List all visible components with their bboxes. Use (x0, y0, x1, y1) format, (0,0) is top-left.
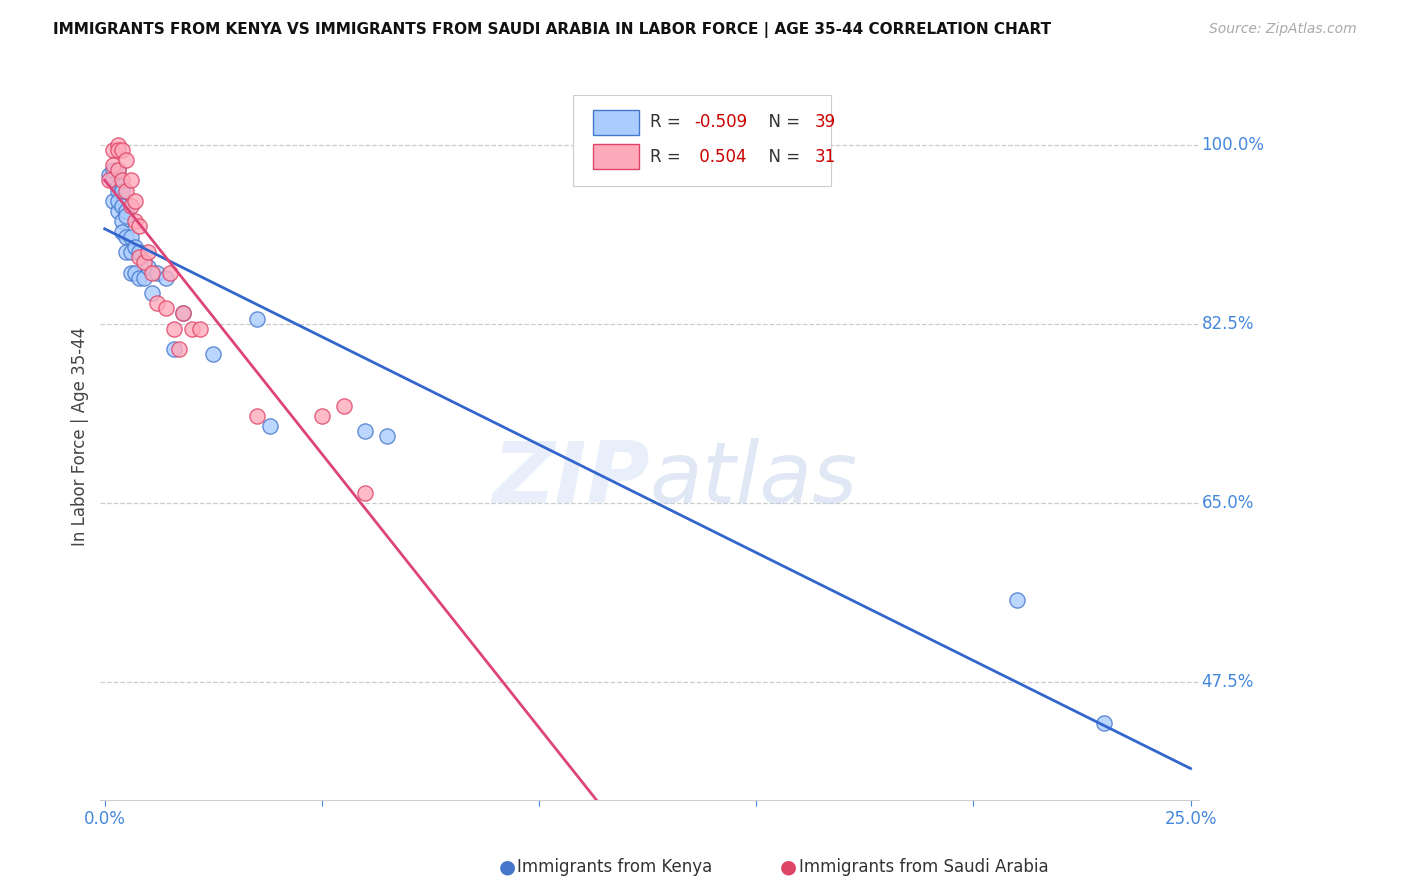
Text: R =: R = (650, 147, 686, 166)
Point (103, 163, 125, 178)
Text: Source: ZipAtlas.com: Source: ZipAtlas.com (1209, 22, 1357, 37)
Point (132, 270, 155, 285)
Point (172, 306, 194, 320)
Point (159, 266, 181, 280)
Point (375, 429, 398, 443)
Point (1092, 715, 1115, 730)
Point (115, 229, 138, 244)
Point (107, 184, 129, 198)
Point (107, 143, 129, 157)
Text: Immigrants from Saudi Arabia: Immigrants from Saudi Arabia (799, 858, 1049, 876)
FancyBboxPatch shape (593, 145, 638, 169)
Point (163, 322, 186, 336)
Text: 82.5%: 82.5% (1202, 315, 1254, 333)
Point (354, 424, 377, 438)
Point (155, 301, 177, 316)
Point (311, 409, 333, 423)
Point (128, 270, 150, 285)
Point (111, 199, 134, 213)
Text: N =: N = (758, 113, 804, 131)
Point (111, 214, 134, 228)
Point (103, 143, 125, 157)
Point (120, 229, 142, 244)
Point (120, 266, 142, 280)
Point (111, 225, 134, 239)
Point (115, 184, 138, 198)
FancyBboxPatch shape (572, 95, 831, 186)
Text: 31: 31 (814, 147, 837, 166)
Text: 0.504: 0.504 (693, 147, 747, 166)
Text: atlas: atlas (650, 438, 858, 521)
Point (172, 306, 194, 320)
Point (107, 163, 129, 178)
Point (155, 270, 177, 285)
Point (107, 178, 129, 193)
Point (120, 245, 142, 260)
Point (124, 214, 146, 228)
Text: 100.0%: 100.0% (1202, 136, 1264, 153)
Point (120, 199, 142, 213)
Point (128, 250, 150, 264)
Text: ZIP: ZIP (492, 438, 650, 521)
Point (120, 173, 142, 187)
Point (163, 343, 186, 357)
Point (128, 219, 150, 234)
Point (246, 311, 269, 326)
Point (1005, 593, 1028, 607)
Point (103, 194, 125, 208)
Text: R =: R = (650, 113, 686, 131)
Text: ●: ● (499, 857, 516, 877)
Point (141, 266, 163, 280)
Point (136, 245, 159, 260)
Point (103, 158, 125, 172)
Point (103, 173, 125, 187)
Point (136, 260, 159, 275)
Point (115, 245, 138, 260)
Point (354, 485, 377, 500)
Point (124, 266, 146, 280)
Text: IMMIGRANTS FROM KENYA VS IMMIGRANTS FROM SAUDI ARABIA IN LABOR FORCE | AGE 35-44: IMMIGRANTS FROM KENYA VS IMMIGRANTS FROM… (53, 22, 1052, 38)
Text: 47.5%: 47.5% (1202, 673, 1254, 690)
Point (115, 204, 138, 219)
Y-axis label: In Labor Force | Age 35-44: In Labor Force | Age 35-44 (72, 326, 89, 546)
Point (115, 153, 138, 167)
Point (141, 285, 163, 300)
Point (188, 322, 211, 336)
FancyBboxPatch shape (593, 110, 638, 135)
Point (180, 322, 202, 336)
Point (111, 184, 134, 198)
Point (132, 255, 155, 269)
Point (107, 204, 129, 219)
Text: -0.509: -0.509 (693, 113, 747, 131)
Point (107, 137, 129, 152)
Point (124, 240, 146, 254)
Point (202, 347, 225, 361)
Point (332, 399, 354, 413)
Point (107, 163, 129, 178)
Text: ●: ● (780, 857, 797, 877)
Point (115, 209, 138, 223)
Point (111, 173, 134, 187)
Point (128, 245, 150, 260)
Point (107, 194, 129, 208)
Text: Immigrants from Kenya: Immigrants from Kenya (517, 858, 713, 876)
Point (111, 143, 134, 157)
Text: 39: 39 (814, 113, 835, 131)
Point (167, 343, 190, 357)
Point (98, 173, 121, 187)
Point (259, 419, 281, 434)
Point (146, 296, 169, 310)
Text: N =: N = (758, 147, 804, 166)
Point (246, 409, 269, 423)
Text: 65.0%: 65.0% (1202, 494, 1254, 512)
Point (98, 169, 121, 183)
Point (111, 178, 134, 193)
Point (146, 266, 169, 280)
Point (124, 194, 146, 208)
